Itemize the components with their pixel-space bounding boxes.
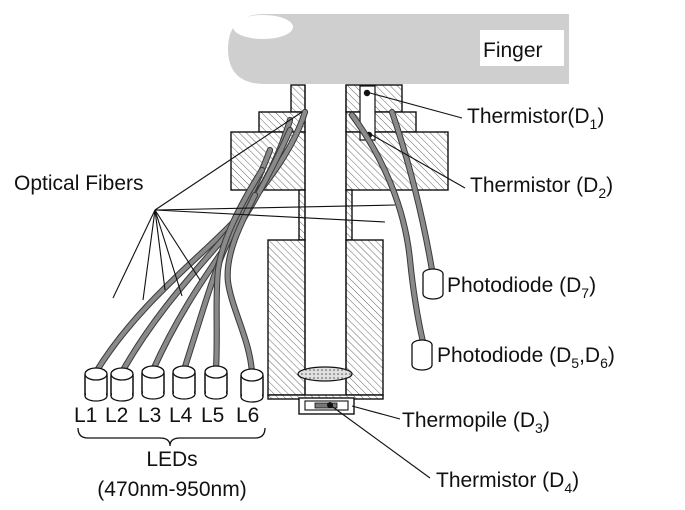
led-label-l3: L3 [138, 404, 161, 427]
led-l3 [141, 365, 165, 400]
lens [297, 366, 353, 382]
led-label-l6: L6 [236, 404, 259, 427]
thermopile-d3-label: Thermopile (D3) [402, 409, 550, 436]
led-label-l1: L1 [74, 404, 97, 427]
led-array [84, 365, 264, 403]
optical-fibers-label: Optical Fibers [14, 172, 144, 195]
thermistor-d4-label: Thermistor (D4) [436, 469, 579, 496]
led-labels: L1 L2 L3 L4 L5 L6 [74, 404, 259, 427]
photodiode-d5-d6 [411, 339, 433, 371]
led-l2 [110, 367, 134, 402]
led-bracket [77, 427, 266, 447]
led-l4 [172, 365, 196, 400]
thermopile-sensor [298, 397, 355, 415]
optical-fibers [92, 108, 436, 377]
thermistor-d2-label: Thermistor (D2) [470, 174, 613, 201]
leds-range: (470nm-950nm) [97, 478, 246, 501]
photodiode-d5-d6-label: Photodiode (D5,D6) [437, 344, 615, 371]
photodiode-d7 [422, 268, 444, 300]
finger: Finger [228, 14, 569, 84]
led-l6 [240, 368, 264, 403]
photodiode-d7-label: Photodiode (D7) [447, 274, 596, 301]
led-l5 [204, 365, 228, 400]
leader-lines [112, 92, 466, 479]
led-label-l5: L5 [201, 404, 224, 427]
led-label-l4: L4 [169, 404, 193, 427]
led-l1 [84, 367, 108, 402]
finger-label: Finger [483, 39, 543, 62]
leds-title: LEDs [146, 448, 197, 471]
thermistor-d1-element [363, 89, 371, 97]
led-label-l2: L2 [105, 404, 128, 427]
thermistor-d1-label: Thermistor(D1) [467, 105, 604, 132]
